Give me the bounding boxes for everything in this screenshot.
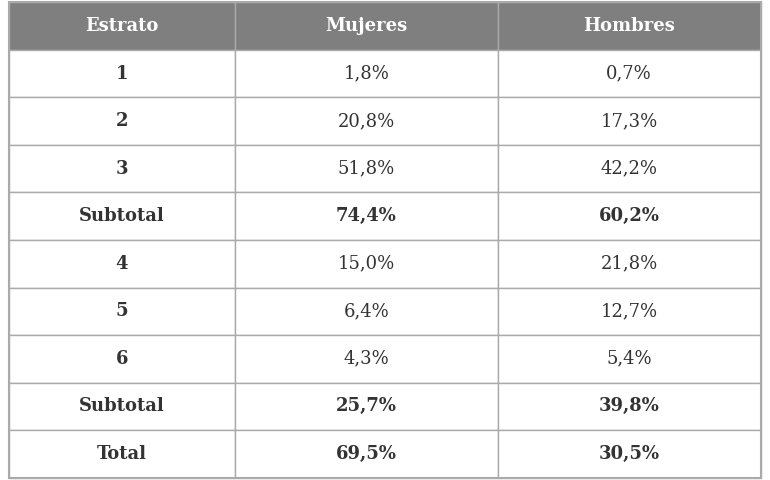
Text: 39,8%: 39,8%	[599, 397, 660, 415]
Bar	[497, 2, 761, 50]
Text: 42,2%: 42,2%	[601, 160, 658, 178]
Bar	[9, 383, 235, 430]
Bar	[235, 50, 497, 97]
Text: 25,7%: 25,7%	[336, 397, 397, 415]
Text: 12,7%: 12,7%	[601, 302, 658, 320]
Bar	[235, 335, 497, 383]
Text: Total: Total	[97, 445, 147, 463]
Text: 69,5%: 69,5%	[336, 445, 397, 463]
Text: Estrato: Estrato	[85, 17, 159, 35]
Text: Subtotal: Subtotal	[79, 397, 165, 415]
Bar	[235, 2, 497, 50]
Bar	[235, 97, 497, 145]
Text: 15,0%: 15,0%	[337, 255, 395, 273]
Text: 20,8%: 20,8%	[337, 112, 395, 130]
Text: Hombres: Hombres	[584, 17, 675, 35]
Bar	[235, 430, 497, 478]
Bar	[235, 383, 497, 430]
Text: 51,8%: 51,8%	[337, 160, 395, 178]
Text: 74,4%: 74,4%	[336, 207, 397, 225]
Text: 60,2%: 60,2%	[599, 207, 660, 225]
Text: 5: 5	[116, 302, 129, 320]
Bar	[497, 145, 761, 192]
Bar	[235, 145, 497, 192]
Text: 4,3%: 4,3%	[343, 350, 389, 368]
Text: 1,8%: 1,8%	[343, 65, 389, 83]
Text: 4: 4	[116, 255, 129, 273]
Text: 0,7%: 0,7%	[606, 65, 652, 83]
Text: 6: 6	[116, 350, 129, 368]
Bar	[497, 97, 761, 145]
Text: 21,8%: 21,8%	[601, 255, 658, 273]
Bar	[235, 192, 497, 240]
Bar	[9, 145, 235, 192]
Text: 5,4%: 5,4%	[607, 350, 652, 368]
Bar	[9, 430, 235, 478]
Text: 2: 2	[116, 112, 129, 130]
Bar	[235, 240, 497, 288]
Bar	[497, 50, 761, 97]
Bar	[9, 192, 235, 240]
Bar	[9, 335, 235, 383]
Text: 3: 3	[116, 160, 129, 178]
Bar	[497, 240, 761, 288]
Bar	[497, 288, 761, 335]
Text: Subtotal: Subtotal	[79, 207, 165, 225]
Bar	[497, 192, 761, 240]
Bar	[9, 2, 235, 50]
Bar	[497, 430, 761, 478]
Bar	[9, 240, 235, 288]
Bar	[9, 288, 235, 335]
Text: 17,3%: 17,3%	[601, 112, 658, 130]
Text: 1: 1	[116, 65, 129, 83]
Bar	[9, 50, 235, 97]
Text: 6,4%: 6,4%	[343, 302, 389, 320]
Bar	[9, 97, 235, 145]
Bar	[497, 335, 761, 383]
Bar	[497, 383, 761, 430]
Text: 30,5%: 30,5%	[599, 445, 660, 463]
Text: Mujeres: Mujeres	[325, 17, 407, 35]
Bar	[235, 288, 497, 335]
